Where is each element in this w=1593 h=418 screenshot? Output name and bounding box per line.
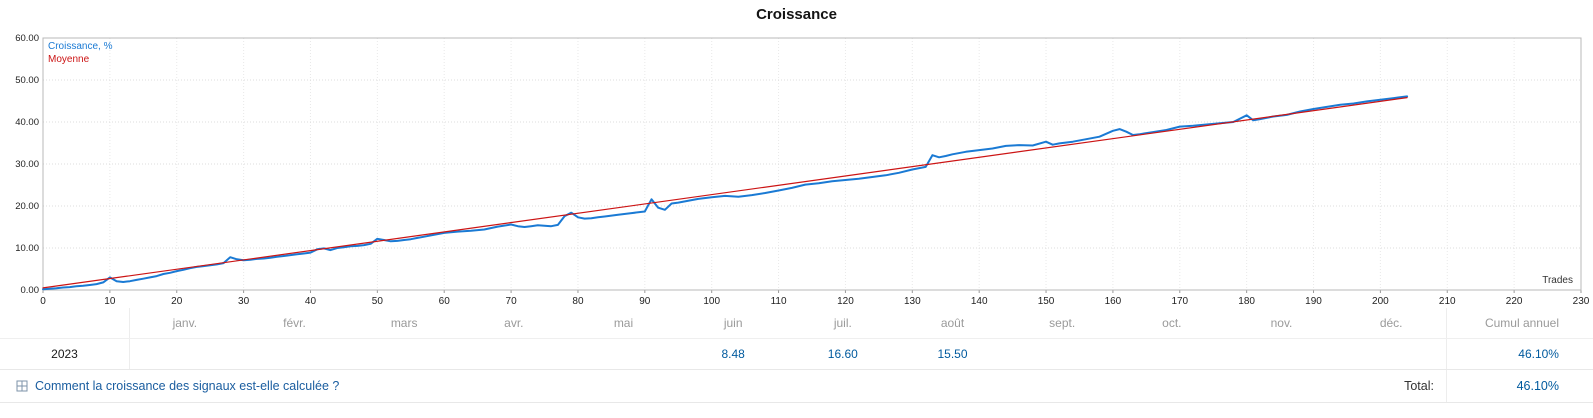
svg-text:Moyenne: Moyenne — [48, 54, 90, 65]
months-header-row: janv. févr. mars avr. mai juin juil. aoû… — [0, 308, 1593, 339]
chart-title: Croissance — [756, 6, 837, 23]
calculation-grid-icon — [16, 380, 28, 392]
svg-text:60.00: 60.00 — [15, 33, 39, 44]
growth-table: janv. févr. mars avr. mai juin juil. aoû… — [0, 308, 1593, 403]
svg-text:40.00: 40.00 — [15, 117, 39, 128]
svg-text:20: 20 — [171, 296, 183, 307]
year-row: 2023 8.48 16.60 15.50 46.10% — [0, 339, 1593, 370]
month-header: mars — [390, 316, 418, 330]
total-value: 46.10% — [1446, 370, 1593, 402]
total-label: Total: — [1404, 379, 1434, 393]
svg-text:110: 110 — [771, 296, 787, 307]
svg-text:20.00: 20.00 — [15, 201, 39, 212]
month-header: oct. — [1162, 316, 1182, 330]
svg-text:80: 80 — [572, 296, 584, 307]
svg-text:40: 40 — [305, 296, 317, 307]
month-value — [569, 339, 679, 369]
month-header: sept. — [1049, 316, 1076, 330]
svg-text:50.00: 50.00 — [15, 75, 39, 86]
month-header: déc. — [1379, 316, 1403, 330]
month-header: juil. — [833, 316, 852, 330]
year-cumul-value: 46.10% — [1445, 339, 1593, 369]
svg-text:30.00: 30.00 — [15, 159, 39, 170]
month-value: 8.48 — [721, 347, 745, 361]
footer-row: Comment la croissance des signaux est-el… — [0, 370, 1593, 403]
svg-text:Croissance, %: Croissance, % — [48, 41, 113, 52]
month-value — [1117, 339, 1227, 369]
svg-text:130: 130 — [904, 296, 921, 307]
svg-text:120: 120 — [837, 296, 854, 307]
growth-help-link[interactable]: Comment la croissance des signaux est-el… — [35, 379, 340, 393]
month-header: janv. — [172, 316, 198, 330]
svg-text:140: 140 — [971, 296, 988, 307]
month-value: 16.60 — [827, 347, 858, 361]
svg-text:0: 0 — [40, 296, 46, 307]
svg-text:170: 170 — [1171, 296, 1188, 307]
svg-text:160: 160 — [1105, 296, 1122, 307]
month-header: nov. — [1270, 316, 1293, 330]
year-label: 2023 — [0, 339, 130, 369]
svg-text:210: 210 — [1439, 296, 1456, 307]
month-value — [349, 339, 459, 369]
month-header: août — [940, 316, 965, 330]
month-value — [240, 339, 350, 369]
svg-text:60: 60 — [439, 296, 451, 307]
month-value — [459, 339, 569, 369]
month-header: juin — [723, 316, 743, 330]
svg-text:10: 10 — [104, 296, 116, 307]
month-header: mai — [613, 316, 634, 330]
svg-text:50: 50 — [372, 296, 384, 307]
cumul-header: Cumul annuel — [1445, 308, 1593, 338]
svg-text:100: 100 — [703, 296, 720, 307]
month-value — [1336, 339, 1446, 369]
footer-left: Comment la croissance des signaux est-el… — [0, 370, 1404, 402]
month-value: 15.50 — [937, 347, 968, 361]
month-value — [1227, 339, 1337, 369]
month-value — [1007, 339, 1117, 369]
svg-text:70: 70 — [506, 296, 518, 307]
month-value — [130, 339, 240, 369]
year-column-spacer — [0, 308, 130, 338]
month-header: févr. — [283, 316, 306, 330]
svg-text:0.00: 0.00 — [21, 285, 40, 296]
svg-text:90: 90 — [639, 296, 651, 307]
svg-text:230: 230 — [1573, 296, 1590, 307]
svg-text:30: 30 — [238, 296, 250, 307]
growth-chart: 0 10 20 30 40 50 60 70 80 90 100 110 120 130 140 150 160… — [15, 33, 1590, 307]
svg-text:150: 150 — [1038, 296, 1055, 307]
svg-text:220: 220 — [1506, 296, 1523, 307]
svg-text:Trades: Trades — [1542, 275, 1573, 286]
month-header: avr. — [504, 316, 524, 330]
svg-text:180: 180 — [1238, 296, 1255, 307]
svg-text:10.00: 10.00 — [15, 243, 39, 254]
svg-text:190: 190 — [1305, 296, 1322, 307]
svg-text:200: 200 — [1372, 296, 1389, 307]
